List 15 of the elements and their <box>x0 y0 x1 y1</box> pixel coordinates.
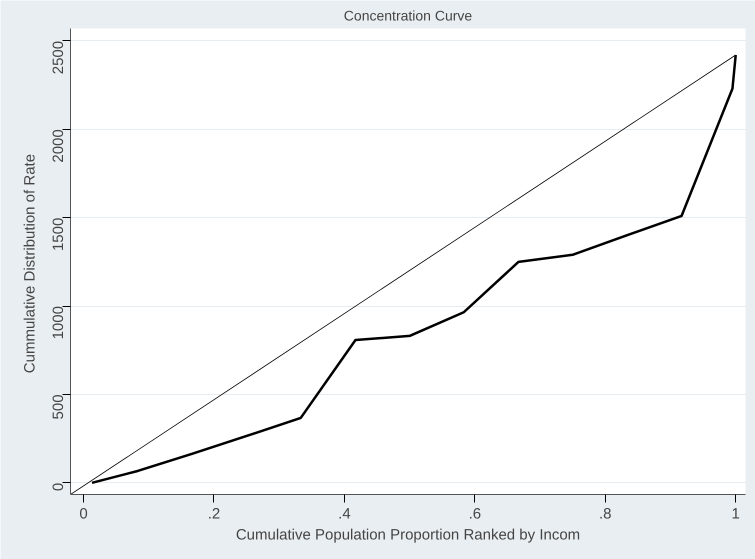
x-tick-label: 0 <box>79 506 88 522</box>
y-tick-label: 2000 <box>50 129 67 163</box>
x-tick-label: .6 <box>468 506 482 522</box>
x-tick-label: .4 <box>338 506 351 522</box>
y-axis-title: Cummulative Distribution of Rate <box>22 154 38 374</box>
x-tick-label: 1 <box>732 506 740 522</box>
y-tick-label: 2500 <box>50 40 67 74</box>
x-axis-title: Cumulative Population Proportion Ranked by Incom <box>236 526 580 544</box>
y-tick-label: 0 <box>50 482 67 492</box>
x-tick-label: .2 <box>208 506 220 522</box>
y-tick-label: 500 <box>50 394 67 420</box>
chart-title: Concentration Curve <box>344 8 472 24</box>
x-tick-label: .8 <box>599 506 612 522</box>
y-tick-label: 1500 <box>50 218 67 252</box>
y-tick-label: 1000 <box>50 306 67 340</box>
